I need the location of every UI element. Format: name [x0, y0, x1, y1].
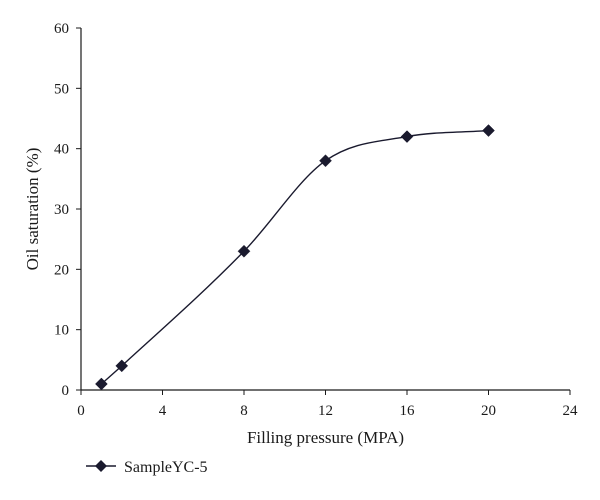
y-tick-label: 0: [62, 383, 70, 399]
data-point-marker: [237, 244, 251, 258]
x-tick-label: 16: [400, 403, 416, 419]
y-tick-label: 40: [54, 142, 69, 158]
data-point-marker: [482, 124, 495, 137]
data-point-marker: [400, 130, 414, 143]
y-tick-label: 60: [54, 21, 69, 37]
y-tick-label: 20: [54, 262, 69, 278]
legend: SampleYC-5: [86, 459, 208, 476]
series-0: [95, 124, 495, 391]
y-axis-title: Oil saturation (%): [23, 148, 42, 271]
data-point-marker: [115, 359, 129, 373]
x-tick-label: 20: [481, 403, 496, 419]
legend-marker-diamond: [95, 460, 107, 472]
x-tick-label: 12: [318, 403, 333, 419]
x-tick-label: 0: [77, 403, 85, 419]
x-tick-label: 24: [563, 403, 579, 419]
y-tick-label: 50: [54, 81, 69, 97]
axis-labels: Filling pressure (MPA) Oil saturation (%…: [23, 148, 404, 447]
x-tick-label: 4: [159, 403, 167, 419]
data-point-marker: [95, 377, 108, 391]
y-tick-label: 30: [54, 202, 69, 218]
legend-label: SampleYC-5: [124, 459, 208, 476]
series-layer: [95, 124, 495, 391]
series-line: [100, 129, 489, 385]
y-tick-label: 10: [54, 323, 69, 339]
x-tick-label: 8: [240, 403, 248, 419]
ticks: 0 10 20 30 40 50 60 0 4 8 12 16 20 24: [54, 21, 578, 419]
x-axis-title: Filling pressure (MPA): [247, 428, 404, 447]
data-point-marker: [319, 154, 332, 168]
